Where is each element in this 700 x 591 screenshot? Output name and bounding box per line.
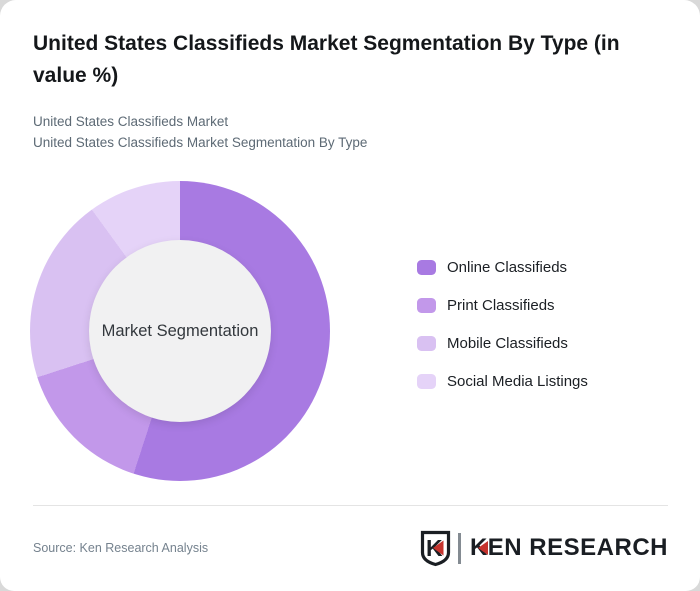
subtitle-line-1: United States Classifieds Market xyxy=(33,114,229,129)
legend-item-social-media-listings: Social Media Listings xyxy=(417,373,588,390)
legend-swatch-print-classifieds xyxy=(417,298,436,313)
legend-item-print-classifieds: Print Classifieds xyxy=(417,297,588,314)
chart-footer: Source: Ken Research Analysis K KEN RESE… xyxy=(33,505,668,572)
legend-swatch-social-media-listings xyxy=(417,374,436,389)
donut-chart: Market Segmentation xyxy=(30,181,330,481)
ken-research-logo: K KEN RESEARCH xyxy=(420,530,668,567)
donut-center: Market Segmentation xyxy=(89,240,271,422)
donut-center-label: Market Segmentation xyxy=(101,321,259,340)
legend-label: Social Media Listings xyxy=(447,373,588,390)
legend-swatch-online-classifieds xyxy=(417,260,436,275)
source-note: Source: Ken Research Analysis xyxy=(33,541,209,555)
legend-label: Print Classifieds xyxy=(447,297,555,314)
subtitle-line-2: United States Classifieds Market Segment… xyxy=(33,134,368,150)
legend-item-online-classifieds: Online Classifieds xyxy=(417,259,588,276)
chart-legend: Online Classifieds Print Classifieds Mob… xyxy=(417,259,588,412)
wordmark-k-accent xyxy=(478,541,488,555)
chart-subtitle: United States Classifieds Market United … xyxy=(33,112,367,153)
logo-wordmark: KEN RESEARCH xyxy=(469,534,668,561)
legend-item-mobile-classifieds: Mobile Classifieds xyxy=(417,335,588,352)
ken-research-shield-icon: K xyxy=(420,530,451,566)
legend-label: Online Classifieds xyxy=(447,259,568,276)
logo-divider xyxy=(457,532,461,564)
page-title: United States Classifieds Market Segment… xyxy=(33,32,620,87)
legend-swatch-mobile-classifieds xyxy=(417,336,436,351)
legend-label: Mobile Classifieds xyxy=(447,335,568,352)
